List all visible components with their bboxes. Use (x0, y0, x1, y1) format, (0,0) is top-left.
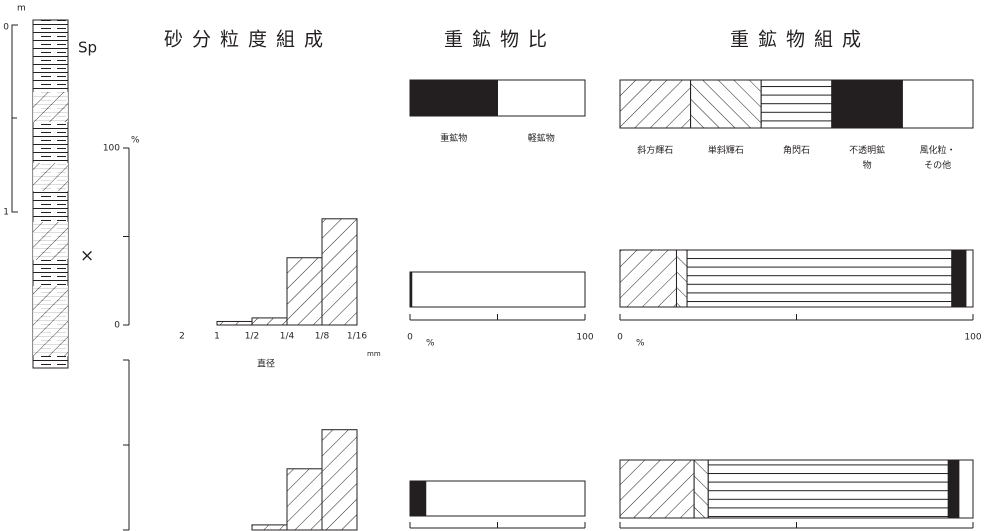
bar-segment (958, 459, 974, 519)
legend-swatch (497, 79, 586, 117)
bar-segment (965, 249, 974, 308)
bar-segment (619, 249, 677, 308)
histogram-bar (321, 218, 358, 326)
x-tick-label: 2 (179, 332, 185, 342)
chart-title: 重鉱物比 (444, 29, 556, 51)
legend-swatch (619, 79, 692, 129)
column-scale-label: 0 (3, 23, 9, 33)
column-unit: m (17, 4, 26, 14)
y-tick-label: 100 (103, 144, 120, 154)
stratigraphic-column (11, 19, 69, 369)
x-tick-label: 100 (576, 333, 593, 343)
chart-title: 重鉱物組成 (730, 29, 870, 51)
legend-swatch (760, 79, 833, 129)
bar-segment (686, 249, 953, 308)
y-unit: % (131, 136, 140, 146)
x-unit: % (426, 339, 435, 349)
legend-label: 斜方輝石 (637, 146, 674, 156)
x-tick-label: 0 (617, 333, 623, 343)
legend-label: 不透明鉱物 (849, 146, 886, 171)
sample-label: Sp (78, 39, 97, 57)
y-tick-label: 0 (114, 321, 120, 331)
legend-swatch (409, 79, 498, 117)
histogram-bar (251, 317, 288, 326)
histogram-bar (321, 429, 358, 531)
x-unit: mm (367, 350, 381, 358)
x-tick-label: 1/4 (280, 332, 295, 342)
x-tick-label: 1/16 (347, 332, 367, 342)
x-axis-label: 直径 (257, 358, 275, 370)
x-tick-label: 1 (214, 332, 220, 342)
legend-swatch (831, 79, 903, 129)
legend-label: 重鉱物 (440, 134, 468, 144)
x-tick-label: 1/2 (245, 332, 259, 342)
bar-segment (947, 459, 960, 519)
histogram-bar (286, 468, 323, 531)
bar-segment (411, 271, 586, 308)
bar-segment (619, 459, 695, 519)
bar-segment (409, 480, 427, 517)
legend-swatch (901, 79, 974, 129)
histogram-bar (251, 524, 288, 531)
legend-label: 風化粒・その他 (919, 146, 956, 171)
x-tick-label: 100 (964, 333, 981, 343)
x-tick-label: 1/8 (315, 332, 330, 342)
sample-marker: × (80, 246, 94, 266)
x-tick-label: 0 (407, 333, 413, 343)
histogram-bar (216, 320, 253, 326)
legend-swatch (690, 79, 762, 129)
chart-title: 砂分粒度組成 (164, 29, 332, 51)
legend-label: 軽鉱物 (527, 134, 555, 144)
bar-segment (707, 459, 949, 519)
histogram-bar (286, 257, 323, 326)
bar-segment (675, 249, 688, 308)
bar-segment (693, 459, 709, 519)
x-unit: % (636, 339, 645, 349)
bar-segment (425, 480, 586, 517)
column-scale-label: 1 (3, 208, 9, 218)
legend-label: 角閃石 (782, 146, 810, 156)
legend-label: 単斜輝石 (707, 146, 744, 156)
bar-segment (951, 249, 967, 308)
